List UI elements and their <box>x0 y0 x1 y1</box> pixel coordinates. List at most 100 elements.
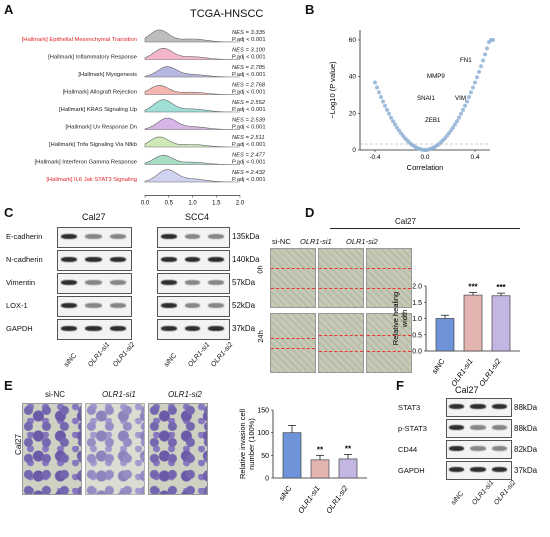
westernC-band <box>61 326 78 331</box>
volcano-point <box>483 52 487 57</box>
scratch-col-1: OLR1-si1 <box>300 237 332 246</box>
gsea-padj: P.adj < 0.001 <box>232 142 266 148</box>
westernC-lane-label: OLR1-si1 <box>87 341 112 369</box>
bar-category-label: OLR1-si2 <box>477 356 503 388</box>
volcano-point <box>485 46 489 51</box>
gsea-xtick-label: 0.0 <box>141 201 150 206</box>
scratch-image <box>270 248 316 308</box>
gsea-padj: P.adj < 0.001 <box>232 55 266 61</box>
westernC-band <box>184 326 201 331</box>
gsea-ridge <box>144 136 240 148</box>
scratch-image <box>366 248 412 308</box>
bar-ytick-label: 0.5 <box>412 332 422 339</box>
scratch-image <box>318 313 364 373</box>
westernC-protein-label: Vimentin <box>6 278 36 287</box>
volcano-point <box>475 75 479 80</box>
bar-ytick-label: 100 <box>257 430 269 437</box>
gsea-nes: NES = 2.539 <box>232 118 266 124</box>
bar <box>463 294 483 352</box>
westernC-protein-label: GAPDH <box>6 324 33 333</box>
westernC-band <box>109 280 126 285</box>
volcano-point <box>391 119 395 124</box>
bar-ytick-label: 1.5 <box>412 300 422 307</box>
volcano-point <box>479 64 483 69</box>
volcano-point <box>379 95 383 99</box>
westernC-band <box>61 234 78 239</box>
wound-edge-line <box>271 338 315 339</box>
volcano-xtick-label: 0.0 <box>420 154 429 161</box>
volcano-point <box>467 95 471 99</box>
bar-category-label: OLR1-si2 <box>324 483 350 515</box>
gsea-nes: NES = 2.552 <box>232 100 266 106</box>
volcano-ylabel: −Log10 (P value) <box>328 61 337 119</box>
bar-ytick-label: 0 <box>265 476 269 483</box>
westernC-band <box>109 326 126 331</box>
gsea-ridge <box>144 99 240 113</box>
volcano-xtick-label: -0.4 <box>369 154 381 161</box>
scratch-image <box>270 313 316 373</box>
gsea-xtick-label: 1.0 <box>188 201 197 206</box>
healing-bar-chart: 0.0 0.5 1.0 1.5 2.0 siNC *** OLR1-si1 *** OLR1-si… <box>391 283 520 388</box>
westernC-band <box>161 326 177 331</box>
westernC-band <box>61 280 78 285</box>
westernC-band <box>109 257 126 262</box>
gsea-nes: NES = 2.432 <box>232 170 266 176</box>
gsea-nes: NES = 2.785 <box>232 65 266 71</box>
invasion-image <box>22 403 82 495</box>
westernF-band <box>449 404 465 409</box>
wound-edge-line <box>367 351 411 352</box>
westernC-band <box>208 257 224 262</box>
scratch-group: Cal27 <box>395 217 416 226</box>
volcano-point <box>469 90 473 95</box>
volcano-gene-label: VIM <box>455 95 466 102</box>
gsea-padj: P.adj < 0.001 <box>232 37 266 43</box>
bar <box>491 295 511 352</box>
westernC-lane-label: siNC <box>163 352 179 369</box>
gsea-row-label: [Hallmark] Uv Response Dn <box>65 125 137 131</box>
invasion-bar-chart: 0 50 100 150 siNC ** OLR1-si1 ** OLR1-si2 Relativ… <box>238 408 367 515</box>
gsea-ridge <box>144 85 240 95</box>
westernC-protein-label: E-cadherin <box>6 232 43 241</box>
gsea-ridge <box>144 66 240 78</box>
bar-category-label: siNC <box>430 357 447 376</box>
bar-ytick-label: 2.0 <box>412 284 422 291</box>
volcano-point <box>377 90 381 95</box>
significance-label: ** <box>345 444 352 453</box>
panel-f-letter: F <box>396 378 404 393</box>
bar-ylabel: number (100%) <box>247 418 256 470</box>
gsea-padj: P.adj < 0.001 <box>232 177 266 183</box>
wound-edge-line <box>271 348 315 349</box>
westernF-protein-label: STAT3 <box>398 403 421 412</box>
volcano-gene-label: SNAI1 <box>417 95 435 102</box>
volcano-point <box>465 99 469 104</box>
westernC-band <box>184 303 201 308</box>
inv-col-2: OLR1-si2 <box>168 390 202 399</box>
volcano-point <box>453 122 457 127</box>
significance-label: *** <box>468 283 478 292</box>
gsea-row-label: [Hallmark] Epithelial Mesenchymal Transi… <box>22 37 137 43</box>
westernF-band <box>449 425 465 430</box>
westernC-group2: SCC4 <box>185 212 210 222</box>
gsea-row-label: [Hallmark] Inflammatory Response <box>48 55 137 61</box>
westernC-band <box>85 280 102 285</box>
westernC-band <box>208 280 224 285</box>
westernC-band <box>161 257 177 262</box>
westernC-band <box>161 234 177 239</box>
bar-category-label: OLR1-si1 <box>296 484 322 515</box>
invasion-image <box>85 403 145 495</box>
wound-edge-line <box>271 288 315 289</box>
westernC-group1: Cal27 <box>82 212 106 222</box>
panel-e-letter: E <box>4 378 13 393</box>
volcano-ytick-label: 60 <box>349 37 357 44</box>
volcano-xlabel: Correlation <box>407 163 444 172</box>
westernC-band <box>184 234 201 239</box>
bar <box>435 318 455 352</box>
gsea-row-label: [Hallmark] Myogenesis <box>78 72 137 78</box>
gsea-row-label: [Hallmark] Allograft Rejection <box>63 90 137 96</box>
wound-edge-line <box>319 335 363 336</box>
gsea-row-label: [Hallmark] KRAS Signaling Up <box>59 107 137 113</box>
westernC-protein-label: N-cadherin <box>6 255 43 264</box>
gsea-ridge <box>144 117 240 130</box>
westernC-band <box>85 303 102 308</box>
westernF-lane-label: OLR1-si1 <box>471 479 496 507</box>
